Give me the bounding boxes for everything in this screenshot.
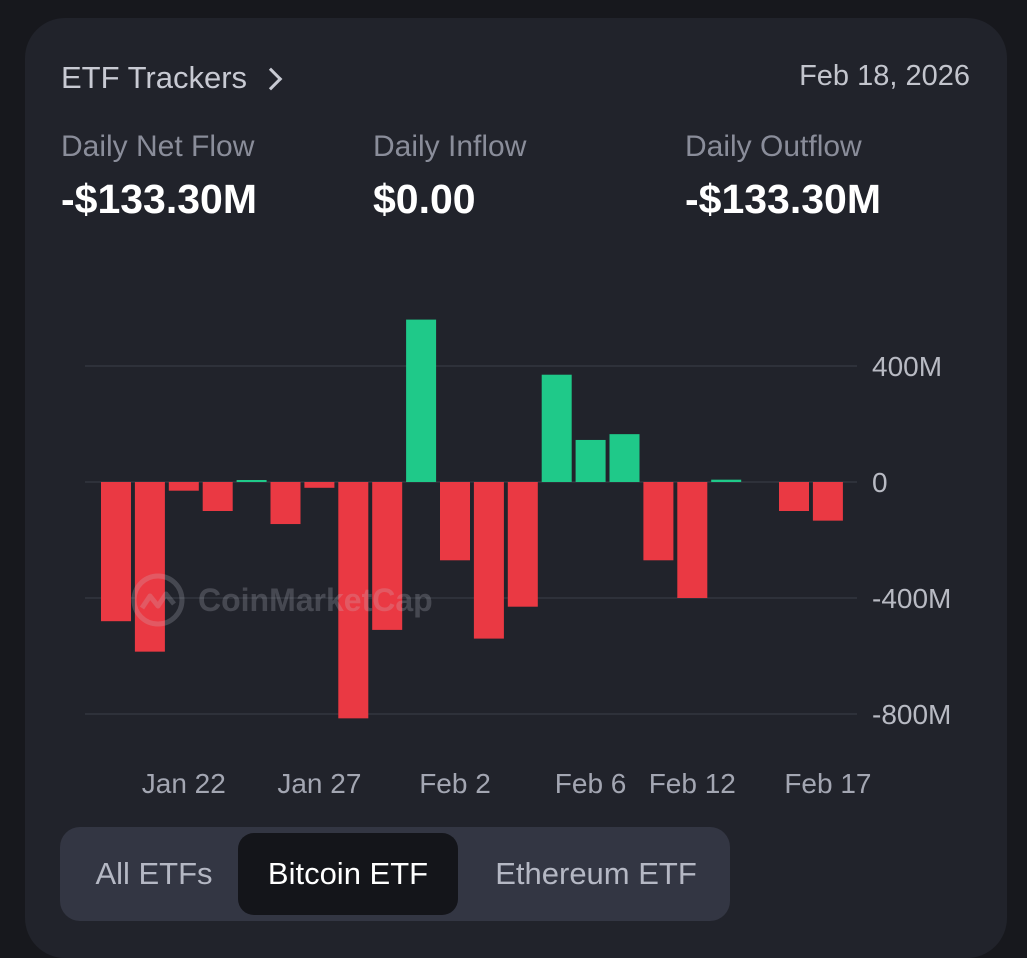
- flow-bar[interactable]: [304, 482, 335, 488]
- stat-outflow: Daily Outflow -$133.30M: [685, 130, 881, 223]
- tab-ethereum-etf[interactable]: Ethereum ETF: [495, 856, 697, 891]
- etf-trackers-title: ETF Trackers: [61, 60, 248, 95]
- stat-inflow: Daily Inflow $0.00: [373, 130, 526, 223]
- flow-bar[interactable]: [168, 482, 199, 491]
- y-tick-label: 400M: [872, 351, 942, 382]
- tab-all-etfs[interactable]: All ETFs: [95, 856, 213, 891]
- flow-bar[interactable]: [609, 434, 640, 482]
- x-tick-label: Feb 17: [784, 768, 871, 799]
- flow-bar[interactable]: [236, 480, 267, 482]
- flow-bar[interactable]: [643, 482, 674, 561]
- flow-bar[interactable]: [677, 482, 708, 598]
- flow-bar[interactable]: [779, 482, 809, 511]
- stat-net-flow: Daily Net Flow -$133.30M: [61, 130, 257, 223]
- coinmarketcap-logo-icon: [131, 573, 185, 627]
- etf-trackers-link[interactable]: ETF Trackers: [61, 60, 283, 96]
- flow-bar[interactable]: [406, 319, 437, 482]
- x-tick-label: Jan 22: [142, 768, 226, 799]
- flow-bar[interactable]: [440, 482, 470, 561]
- stat-outflow-value: -$133.30M: [685, 176, 882, 222]
- flow-bar[interactable]: [202, 482, 233, 511]
- flow-bar[interactable]: [507, 482, 538, 607]
- stat-inflow-value: $0.00: [373, 176, 476, 222]
- stat-net-flow-value: -$133.30M: [61, 176, 258, 222]
- stat-inflow-label: Daily Inflow: [373, 130, 527, 163]
- flow-bar[interactable]: [473, 482, 504, 639]
- etf-type-selector: All ETFs Bitcoin ETF Ethereum ETF: [60, 827, 730, 921]
- x-tick-label: Feb 2: [419, 768, 491, 799]
- flow-bar[interactable]: [812, 482, 843, 521]
- y-tick-label: 0: [872, 467, 888, 498]
- flow-bar[interactable]: [372, 482, 403, 630]
- flow-bar[interactable]: [134, 482, 165, 652]
- stat-net-flow-label: Daily Net Flow: [61, 130, 255, 163]
- flow-bar[interactable]: [575, 439, 606, 482]
- tab-bitcoin-etf[interactable]: Bitcoin ETF: [238, 833, 458, 915]
- header-date: Feb 18, 2026: [799, 60, 970, 92]
- watermark: CoinMarketCap: [130, 572, 433, 628]
- flow-bar[interactable]: [711, 479, 742, 482]
- stat-outflow-label: Daily Outflow: [685, 130, 862, 163]
- flow-bar[interactable]: [338, 482, 369, 719]
- x-tick-label: Jan 27: [277, 768, 361, 799]
- y-tick-label: -400M: [872, 583, 951, 614]
- flow-bar[interactable]: [101, 482, 131, 622]
- y-tick-label: -800M: [872, 699, 951, 730]
- flow-bar[interactable]: [541, 374, 572, 482]
- x-tick-label: Feb 12: [649, 768, 736, 799]
- flow-bar[interactable]: [270, 482, 301, 525]
- watermark-text: CoinMarketCap: [198, 581, 433, 618]
- x-tick-label: Feb 6: [555, 768, 627, 799]
